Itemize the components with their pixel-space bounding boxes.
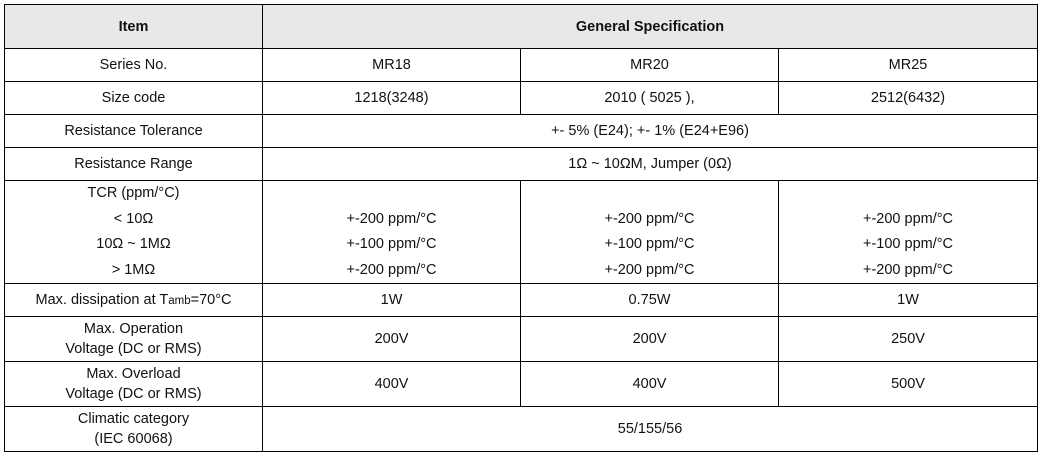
tcr-value: +-200 ppm/°C <box>604 210 695 227</box>
table-row: Resistance Range 1Ω ~ 10ΩM, Jumper (0Ω) <box>4 147 1039 181</box>
cell-dissipation-mr18: 1W <box>262 283 521 317</box>
tcr-value: +-100 ppm/°C <box>862 236 954 252</box>
operation-label-line: Max. Operation <box>83 321 184 337</box>
tcr-range-high: > 1MΩ <box>111 261 156 278</box>
row-label-range: Resistance Range <box>4 147 263 181</box>
dissipation-label-suffix: =70°C <box>190 291 232 308</box>
cell-overload-mr20: 400V <box>520 361 779 407</box>
row-label-tcr: TCR (ppm/°C) < 10Ω 10Ω ~ 1MΩ > 1MΩ <box>4 180 263 284</box>
cell-tcr-mr25: . +-200 ppm/°C +-100 ppm/°C +-200 ppm/°C <box>777 180 1039 284</box>
cell-operation-mr25: 250V <box>777 316 1039 362</box>
row-label-climatic: Climatic category (IEC 60068) <box>4 406 263 452</box>
cell-size-mr20: 2010 ( 5025 ), <box>520 81 779 115</box>
tcr-value: +-200 ppm/°C <box>862 261 954 278</box>
table-row: Size code 1218(3248) 2010 ( 5025 ), 2512… <box>4 81 1039 115</box>
tcr-value: +-200 ppm/°C <box>346 210 437 227</box>
cell-series-mr18: MR18 <box>262 48 521 82</box>
row-label-size: Size code <box>4 81 263 115</box>
cell-climatic: 55/155/56 <box>261 406 1039 452</box>
tcr-value: +-100 ppm/°C <box>346 236 437 252</box>
dissipation-label-sub: amb <box>168 294 191 307</box>
table-row: Max. Overload Voltage (DC or RMS) 400V 4… <box>4 361 1039 407</box>
cell-tcr-mr20: . +-200 ppm/°C +-100 ppm/°C +-200 ppm/°C <box>520 180 779 284</box>
cell-dissipation-mr25: 1W <box>777 283 1039 317</box>
header-row: Item General Specification <box>4 4 1039 49</box>
header-item: Item <box>4 4 263 49</box>
table-row: TCR (ppm/°C) < 10Ω 10Ω ~ 1MΩ > 1MΩ . +-2… <box>4 180 1039 284</box>
row-label-tolerance: Resistance Tolerance <box>4 114 263 148</box>
row-label-overload: Max. Overload Voltage (DC or RMS) <box>4 361 263 407</box>
tcr-value: +-200 ppm/°C <box>862 210 954 227</box>
cell-overload-mr18: 400V <box>262 361 521 407</box>
cell-series-mr25: MR25 <box>777 48 1039 82</box>
dissipation-label-prefix: Max. dissipation at T <box>35 291 169 308</box>
operation-label-line: Voltage (DC or RMS) <box>65 341 202 357</box>
cell-size-mr18: 1218(3248) <box>262 81 521 115</box>
table-row: Resistance Tolerance +- 5% (E24); +- 1% … <box>4 114 1039 148</box>
cell-tolerance: +- 5% (E24); +- 1% (E24+E96) <box>261 114 1039 148</box>
tcr-range-mid: 10Ω ~ 1MΩ <box>96 236 171 252</box>
row-label-dissipation: Max. dissipation at Tamb=70°C <box>4 283 263 317</box>
cell-operation-mr20: 200V <box>520 316 779 362</box>
cell-range: 1Ω ~ 10ΩM, Jumper (0Ω) <box>261 147 1039 181</box>
cell-operation-mr18: 200V <box>262 316 521 362</box>
overload-label-line: Voltage (DC or RMS) <box>65 386 202 402</box>
table-row: Climatic category (IEC 60068) 55/155/56 <box>4 406 1039 452</box>
tcr-range-low: < 10Ω <box>113 210 154 227</box>
tcr-value: +-200 ppm/°C <box>346 261 437 278</box>
climatic-label-line: Climatic category <box>77 411 190 427</box>
cell-overload-mr25: 500V <box>777 361 1039 407</box>
tcr-title: TCR (ppm/°C) <box>87 185 180 201</box>
table-row: Max. Operation Voltage (DC or RMS) 200V … <box>4 316 1039 362</box>
climatic-label-line: (IEC 60068) <box>94 431 173 447</box>
cell-size-mr25: 2512(6432) <box>777 81 1039 115</box>
cell-tcr-mr18: . +-200 ppm/°C +-100 ppm/°C +-200 ppm/°C <box>262 180 521 284</box>
row-label-series: Series No. <box>4 48 263 82</box>
tcr-value: +-200 ppm/°C <box>604 261 695 278</box>
cell-series-mr20: MR20 <box>520 48 779 82</box>
row-label-operation: Max. Operation Voltage (DC or RMS) <box>4 316 263 362</box>
table-row: Series No. MR18 MR20 MR25 <box>4 48 1039 82</box>
tcr-value: +-100 ppm/°C <box>604 236 695 252</box>
cell-dissipation-mr20: 0.75W <box>520 283 779 317</box>
header-general-spec: General Specification <box>261 4 1039 49</box>
overload-label-line: Max. Overload <box>86 366 181 382</box>
table-row: Max. dissipation at Tamb=70°C 1W 0.75W 1… <box>4 283 1039 317</box>
spec-table: Item General Specification Series No. MR… <box>4 4 1039 452</box>
